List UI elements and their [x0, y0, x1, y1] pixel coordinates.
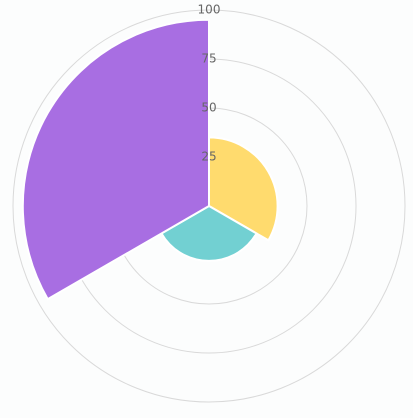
r-tick-label: 25 [201, 150, 216, 164]
segment [21, 18, 210, 301]
r-tick-label: 50 [201, 101, 216, 115]
r-tick-label: 100 [198, 3, 221, 17]
segment [208, 136, 279, 242]
grid-ring [12, 9, 406, 403]
segment [160, 204, 258, 262]
r-tick-label: 75 [201, 52, 216, 66]
